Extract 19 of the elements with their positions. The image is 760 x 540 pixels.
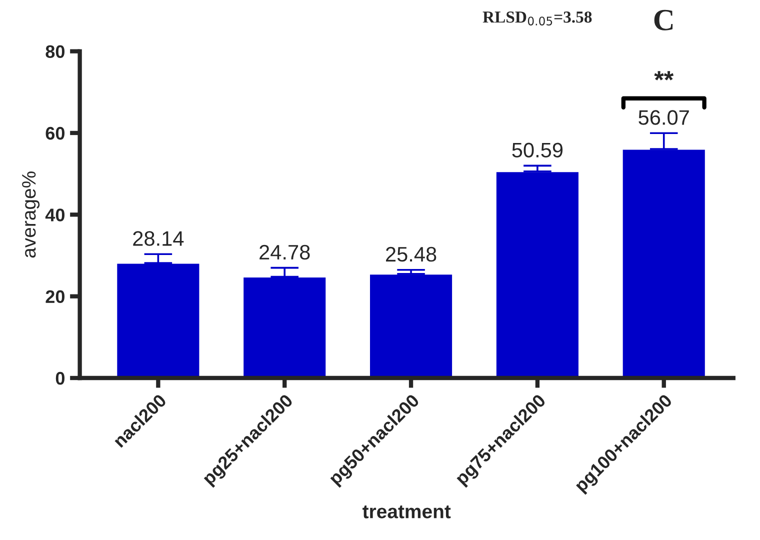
text: RLSD$_{0.05}$=3.58 bbox=[482, 11, 592, 26]
text: C bbox=[654, 10, 673, 30]
y-tick-label: 40 bbox=[45, 208, 64, 222]
bar bbox=[495, 170, 580, 378]
y-tick-label: 0 bbox=[56, 372, 64, 385]
data-label: 24.78 bbox=[260, 244, 310, 260]
data-label: 25.48 bbox=[386, 246, 436, 262]
data-label: 28.14 bbox=[133, 231, 184, 246]
y-tick-label: 80 bbox=[46, 45, 64, 58]
data-label: 56.07 bbox=[638, 110, 689, 125]
y-axis-title: average% bbox=[22, 172, 40, 258]
y-tick-label: 20 bbox=[46, 290, 64, 304]
y-tick-label: 60 bbox=[46, 126, 64, 140]
bar bbox=[116, 262, 201, 378]
bar bbox=[621, 148, 706, 378]
data-label: 50.59 bbox=[512, 142, 563, 158]
bar bbox=[368, 273, 454, 378]
annotation: ** bbox=[654, 71, 674, 80]
x-axis-title: treatment bbox=[362, 505, 451, 518]
